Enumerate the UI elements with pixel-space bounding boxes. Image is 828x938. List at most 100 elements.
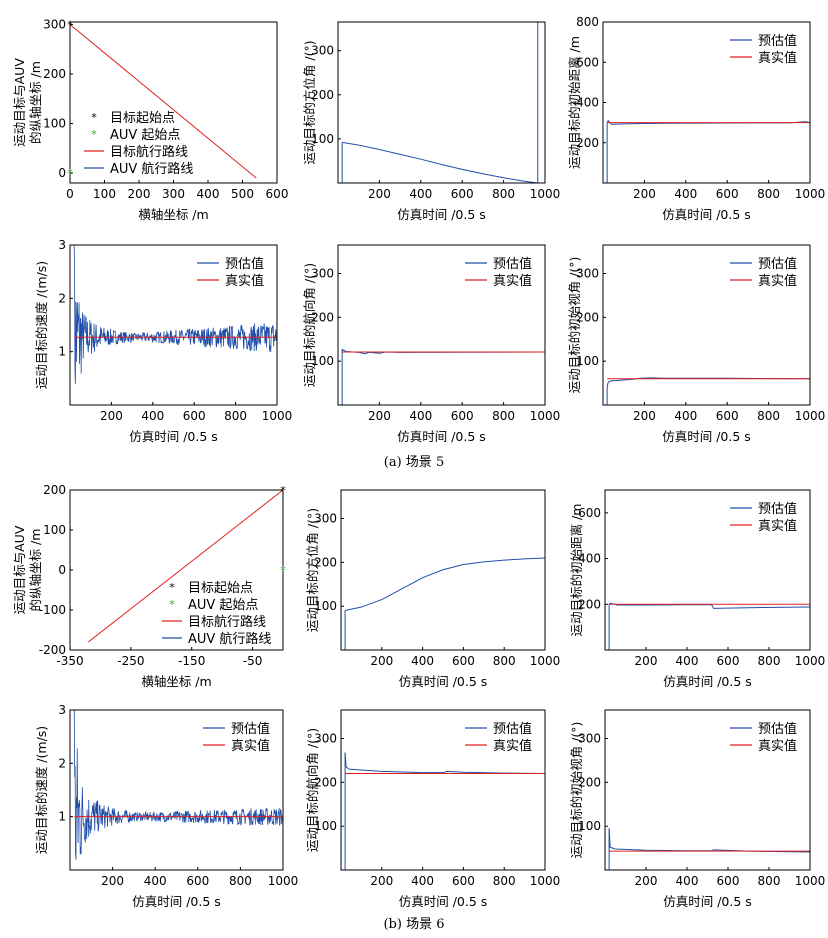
x-tick-label: 200	[368, 409, 391, 423]
y-tick-label: 2	[58, 756, 66, 770]
chart-s5_heading: 200 400 600 800 1000 100 200 300 仿真时间 /0.5 s 运动目标…	[302, 244, 560, 444]
axes-frame	[337, 244, 546, 406]
x-tick-label: 800	[758, 874, 781, 888]
legend-label: 预估值	[758, 721, 797, 737]
x-tick-label: 200	[633, 409, 656, 423]
plot-area	[341, 22, 545, 183]
x-axis-label: 仿真时间 /0.5 s	[399, 894, 488, 909]
y-tick-label: 1	[58, 345, 66, 359]
x-axis-label: 横轴坐标 /m	[141, 674, 211, 689]
y-tick-label: 200	[311, 88, 334, 102]
legend-label: 真实值	[758, 738, 797, 754]
y-tick-label: 300	[43, 17, 66, 31]
y-tick-label: 200	[314, 775, 337, 789]
x-tick-label: 800	[493, 654, 516, 668]
x-tick-label: 800	[224, 409, 247, 423]
x-tick-label: 200	[370, 874, 393, 888]
y-axis-label: 运动目标的速度 /(m/s)	[34, 726, 49, 854]
y-tick-label: 200	[43, 67, 66, 81]
x-tick-label: 200	[368, 187, 391, 201]
y-tick-label: 300	[311, 44, 334, 58]
x-tick-label: 600	[717, 874, 740, 888]
y-axis-label: 运动目标的初始视角 /(°)	[567, 257, 582, 394]
y-tick-label: -100	[39, 603, 66, 617]
legend-label: 真实值	[231, 738, 270, 754]
plot-area	[87, 490, 283, 643]
x-tick-label: 400	[674, 187, 697, 201]
chart-s5_range: 200 400 600 800 1000 200 400 600 800 仿真时间 /0.5 s 运…	[567, 15, 825, 222]
y-tick-label: 200	[578, 775, 601, 789]
y-tick-label: 300	[314, 731, 337, 745]
chart-s6_traj: -350 -250 -150 -50 -200 -100 0 100 200 横轴坐标 /m 运动目…	[12, 483, 286, 689]
y-tick-label: 3	[58, 703, 66, 717]
legend-marker: *	[91, 128, 97, 141]
x-tick-label: 800	[492, 409, 515, 423]
x-tick-label: 800	[493, 874, 516, 888]
x-axis-label: 仿真时间 /0.5 s	[662, 207, 751, 222]
axes-frame	[69, 709, 284, 871]
y-tick-label: 100	[43, 523, 66, 537]
legend-label: 真实值	[493, 738, 532, 754]
y-tick-label: 200	[43, 483, 66, 497]
x-tick-label: 400	[411, 874, 434, 888]
plot-area	[73, 245, 277, 384]
x-tick-label: 600	[266, 187, 289, 201]
y-axis-label: 运动目标的航向角 /(°)	[305, 728, 320, 852]
y-tick-label: 200	[576, 136, 599, 150]
chart-s6_range: 200 400 600 800 1000 200 400 600 仿真时间 /0.5 s 运动目标…	[569, 489, 826, 689]
x-tick-label: 800	[229, 874, 252, 888]
axes-frame	[604, 489, 811, 651]
legend-label: AUV 起始点	[110, 128, 180, 143]
legend-label: AUV 起始点	[188, 598, 258, 613]
axes-frame	[337, 21, 546, 184]
x-tick-label: 800	[757, 409, 780, 423]
estimate-series	[606, 377, 810, 388]
x-tick-label: 1000	[530, 874, 561, 888]
legend-label: 预估值	[225, 256, 264, 272]
chart-s5_bearing: 200 400 600 800 1000 100 200 300 仿真时间 /0.5 s 运动目标…	[302, 21, 560, 222]
y-axis-label: 运动目标的初始距离 /m	[567, 36, 582, 169]
y-tick-label: 0	[58, 563, 66, 577]
auv-start-marker: *	[67, 167, 73, 180]
y-tick-label: 100	[578, 819, 601, 833]
chart-s6_view: 200 400 600 800 1000 100 200 300 仿真时间 /0.5 s 运动目标…	[569, 709, 825, 909]
legend-label: 目标起始点	[110, 111, 175, 126]
y-tick-label: 100	[576, 354, 599, 368]
y-tick-label: 300	[314, 511, 337, 525]
plot-area	[341, 348, 545, 405]
x-tick-label: 400	[409, 187, 432, 201]
caption-b: (b) 场景 6	[383, 917, 444, 932]
y-tick-label: 100	[311, 354, 334, 368]
plot-area	[73, 710, 283, 860]
estimate-series	[341, 348, 545, 355]
target-start-marker: *	[67, 18, 73, 31]
y-axis-label: 运动目标的航向角 /(°)	[302, 263, 317, 387]
plot-area	[608, 828, 810, 870]
x-tick-label: 200	[635, 654, 658, 668]
legend-label: 真实值	[758, 50, 797, 66]
y-tick-label: 100	[311, 132, 334, 146]
x-tick-label: 600	[183, 409, 206, 423]
y-axis-label: 的纵轴坐标 /m	[28, 61, 43, 144]
x-axis-label: 仿真时间 /0.5 s	[129, 429, 218, 444]
x-tick-label: 1000	[268, 874, 299, 888]
x-tick-label: 400	[141, 409, 164, 423]
x-tick-label: 200	[100, 409, 123, 423]
x-tick-label: 800	[758, 654, 781, 668]
target-path-line	[87, 490, 283, 643]
estimate-series	[73, 710, 283, 860]
target-start-marker: *	[280, 484, 286, 497]
x-tick-label: 200	[633, 187, 656, 201]
y-tick-label: 100	[314, 819, 337, 833]
x-tick-label: 1000	[795, 409, 826, 423]
x-tick-label: 600	[716, 187, 739, 201]
estimate-series	[344, 557, 545, 612]
legend-label: AUV 航行路线	[110, 161, 193, 177]
legend-label: 预估值	[231, 721, 270, 737]
y-axis-label: 运动目标的速度 /(m/s)	[34, 261, 49, 389]
y-tick-label: 0	[58, 166, 66, 180]
caption-a: (a) 场景 5	[384, 455, 444, 470]
x-tick-label: 600	[716, 409, 739, 423]
x-tick-label: 1000	[795, 654, 826, 668]
